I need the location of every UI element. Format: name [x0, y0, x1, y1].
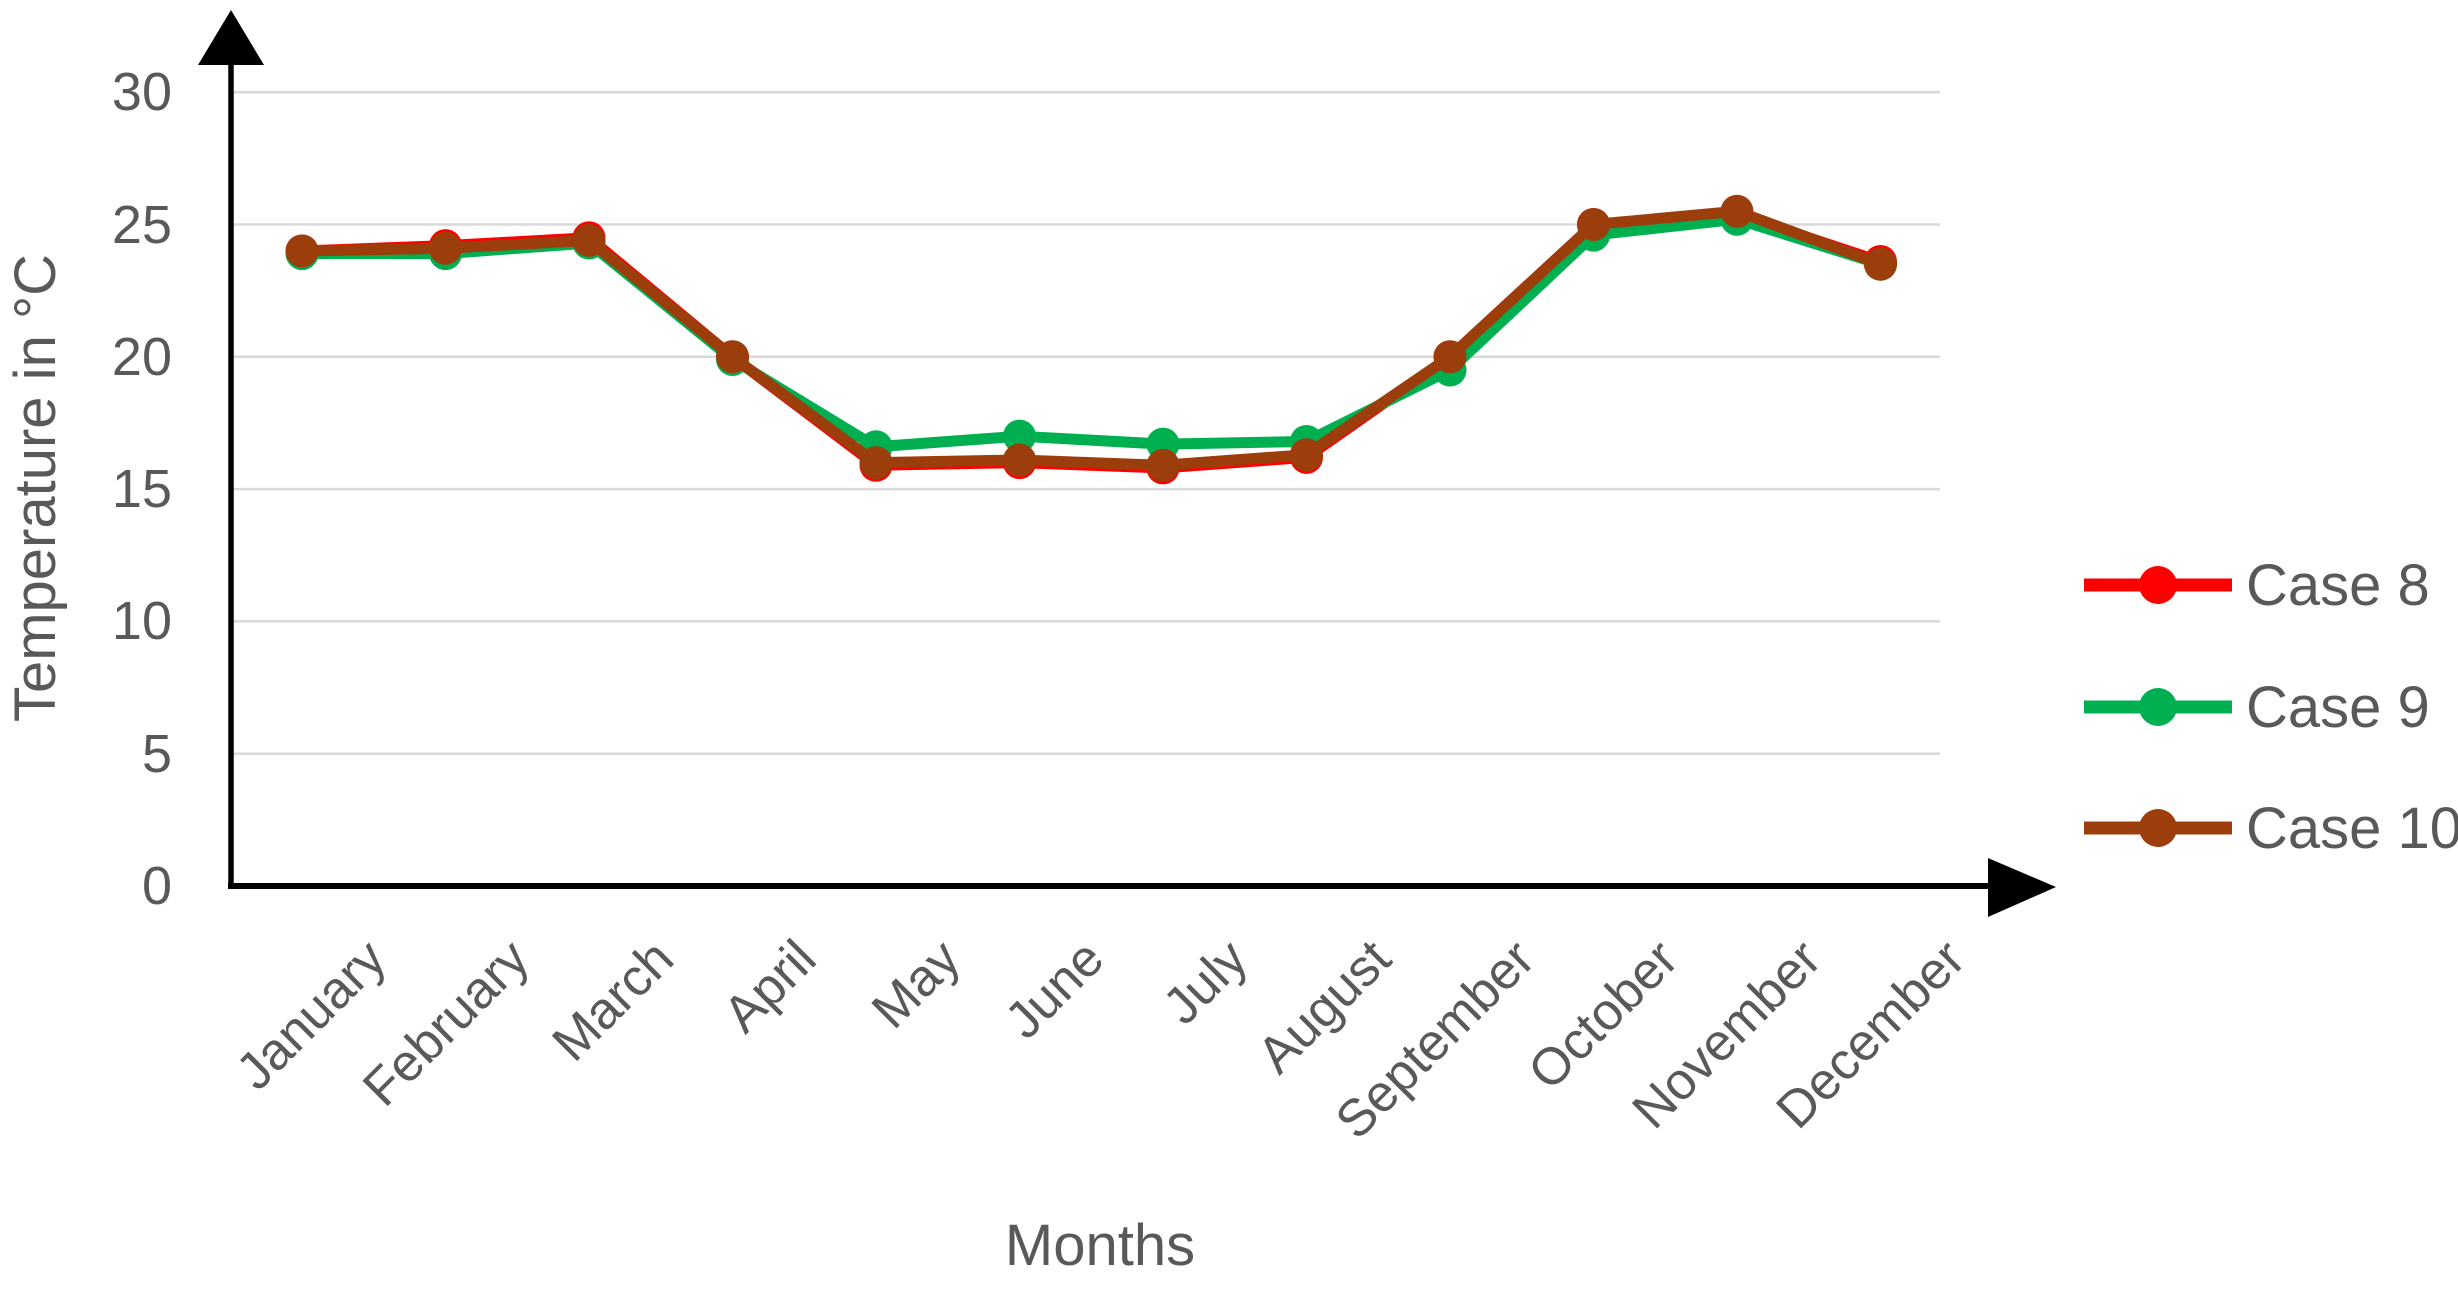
data-point-case-10-april: [716, 340, 749, 374]
y-tick-label-20: 20: [111, 326, 172, 387]
data-point-case-10-october: [1577, 208, 1610, 241]
series-line-case-9: [296, 213, 1886, 453]
y-tick-label-10: 10: [111, 591, 172, 652]
y-axis-title: Temperature in °C: [3, 253, 68, 723]
y-tick-label-30: 30: [111, 62, 172, 123]
y-tick-label-25: 25: [111, 194, 172, 255]
legend-item-case-9: Case 9: [2082, 667, 2430, 747]
data-point-case-10-august: [1290, 438, 1323, 472]
y-tick-label-15: 15: [111, 459, 172, 520]
data-point-case-10-december: [1864, 247, 1897, 281]
data-point-case-10-january: [285, 234, 319, 268]
y-axis-arrowhead-icon: [198, 10, 264, 65]
data-point-case-10-march: [572, 223, 606, 257]
legend-item-case-10: Case 10: [2082, 788, 2458, 868]
data-point-case-10-february: [429, 231, 462, 265]
data-point-case-10-july: [1146, 448, 1180, 482]
legend-label-case-10: Case 10: [2246, 795, 2458, 861]
legend-marker-icon-case-9: [2084, 688, 2232, 726]
x-axis-arrowhead-icon: [1988, 858, 2056, 917]
legend-marker-icon-case-8: [2084, 566, 2232, 604]
y-tick-label-5: 5: [141, 723, 172, 784]
data-point-case-10-september: [1433, 340, 1467, 374]
legend-dot: [2139, 809, 2177, 847]
series-line-case-10: [296, 205, 1886, 471]
data-point-case-10-june: [1003, 443, 1036, 477]
data-point-case-9-june: [1003, 419, 1036, 453]
legend-label-case-9: Case 9: [2246, 674, 2430, 740]
y-tick-label-0: 0: [141, 856, 172, 916]
data-point-case-10-november: [1720, 194, 1754, 228]
legend-marker-icon-case-10: [2084, 809, 2232, 847]
legend-dot: [2139, 566, 2177, 604]
x-axis-title: Months: [1004, 1213, 1196, 1278]
data-point-case-10-may: [859, 446, 893, 480]
legend-label-case-8: Case 8: [2246, 552, 2430, 618]
legend-dot: [2139, 688, 2177, 726]
legend-item-case-8: Case 8: [2082, 545, 2430, 625]
